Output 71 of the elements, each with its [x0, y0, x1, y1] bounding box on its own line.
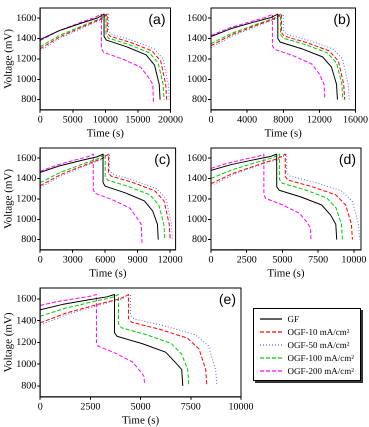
x-tick-label: 5000 [272, 254, 292, 266]
x-axis-title: Time (s) [267, 267, 305, 280]
y-tick-label: 800 [21, 380, 36, 392]
y-tick-label: 800 [192, 94, 207, 106]
x-tick-label: 7500 [180, 401, 201, 412]
y-tick-label: 1400 [16, 173, 36, 184]
y-tick-label: 800 [21, 234, 36, 246]
y-tick-label: 1000 [187, 214, 207, 225]
x-tick-label: 0 [38, 114, 43, 126]
y-tick-label: 1000 [16, 214, 36, 225]
legend-label: OGF-50 mA/cm² [288, 340, 350, 350]
x-tick-label: 0 [208, 114, 214, 126]
annotation: (b) [333, 10, 350, 27]
annotation: (a) [148, 10, 166, 27]
x-tick-label: 12000 [306, 114, 332, 126]
y-tick-label: 1000 [187, 74, 207, 85]
x-tick-label: 16000 [343, 114, 368, 126]
y-tick-label: 1600 [16, 12, 36, 24]
annotation: (c) [154, 150, 171, 167]
line-series [40, 154, 143, 244]
x-tick-label: 10000 [228, 401, 254, 412]
y-tick-label: 1600 [16, 294, 36, 305]
x-tick-label: 4000 [237, 114, 258, 126]
x-tick-label: 10000 [341, 254, 366, 266]
annotation: (e) [218, 290, 236, 307]
x-tick-label: 5000 [130, 401, 151, 412]
x-tick-label: 0 [38, 254, 43, 266]
x-axis-title: Time (s) [122, 414, 160, 426]
x-tick-label: 8000 [273, 114, 294, 126]
y-tick-label: 1000 [16, 358, 36, 370]
x-tick-label: 15000 [125, 114, 150, 126]
annotation: (d) [338, 150, 356, 167]
x-tick-label: 5000 [62, 114, 83, 126]
x-tick-label: 20000 [158, 114, 183, 126]
y-axis-title: Voltage (mV) [2, 312, 14, 372]
y-tick-label: 1400 [16, 315, 36, 326]
legend-label: OGF-200 mA/cm² [288, 366, 354, 376]
y-tick-label: 1200 [16, 54, 36, 65]
x-axis-title: Time (s) [264, 127, 302, 140]
y-tick-label: 1200 [187, 54, 207, 65]
x-tick-label: 9000 [128, 254, 148, 266]
y-tick-label: 800 [192, 234, 207, 246]
y-axis-title: Voltage (mV) [2, 168, 14, 229]
x-tick-label: 12000 [158, 254, 183, 266]
y-tick-label: 1200 [16, 337, 36, 348]
y-tick-label: 800 [21, 94, 36, 106]
y-tick-label: 1400 [16, 33, 36, 44]
x-tick-label: 0 [38, 401, 43, 412]
x-tick-label: 0 [208, 254, 214, 266]
y-tick-label: 1200 [187, 194, 207, 205]
x-tick-label: 2500 [80, 401, 100, 412]
y-tick-label: 1600 [16, 152, 36, 164]
legend-label: OGF-100 mA/cm² [288, 352, 354, 362]
y-tick-label: 1000 [16, 74, 36, 85]
x-axis-title: Time (s) [86, 127, 124, 140]
legend-label: OGF-10 mA/cm² [288, 326, 350, 336]
y-tick-label: 1400 [187, 33, 207, 44]
x-axis-title: Time (s) [89, 267, 127, 280]
x-tick-label: 6000 [95, 254, 116, 266]
line-series [40, 294, 146, 384]
y-axis-title: Voltage (mV) [2, 28, 14, 89]
x-tick-label: 2500 [236, 254, 257, 266]
line-series [211, 154, 312, 240]
y-tick-label: 1600 [187, 12, 207, 24]
y-tick-label: 1200 [16, 194, 36, 205]
legend-label: GF [288, 314, 300, 324]
x-tick-label: 7500 [308, 254, 328, 266]
x-tick-label: 3000 [62, 254, 83, 266]
y-tick-label: 1600 [187, 152, 207, 164]
x-tick-label: 10000 [92, 114, 118, 126]
y-tick-label: 1400 [187, 173, 207, 184]
